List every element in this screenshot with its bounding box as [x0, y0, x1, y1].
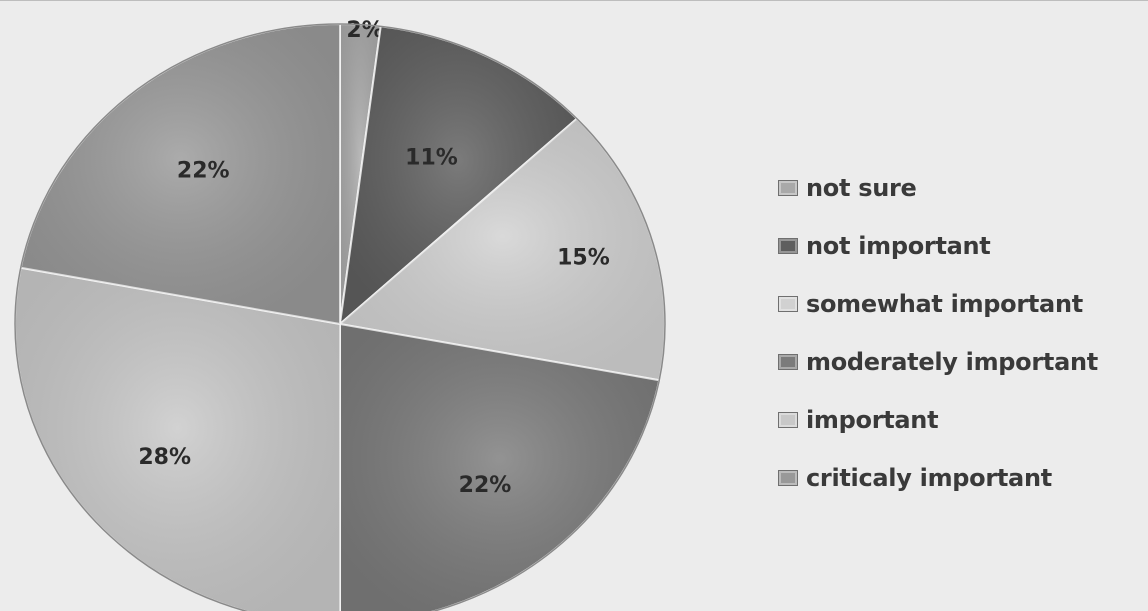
legend-label: somewhat important	[806, 290, 1083, 318]
slice-label-moderately-important: 22%	[459, 473, 512, 498]
slice-label-not-sure: 2%	[346, 18, 383, 43]
legend: not sure not important somewhat important m…	[778, 159, 1143, 507]
slice-label-important: 28%	[138, 445, 191, 470]
legend-item-not-sure: not sure	[778, 159, 1143, 217]
pie-slice-shading	[340, 324, 660, 611]
legend-label: not important	[806, 232, 991, 260]
legend-item-criticaly-important: criticaly important	[778, 449, 1143, 507]
pie-slice-shading	[340, 26, 577, 324]
legend-swatch	[778, 180, 798, 196]
legend-swatch	[778, 412, 798, 428]
legend-swatch	[778, 238, 798, 254]
legend-item-not-important: not important	[778, 217, 1143, 275]
slice-label-not-important: 11%	[405, 145, 458, 170]
legend-swatch	[778, 354, 798, 370]
pie-slice-shading	[340, 118, 665, 381]
slice-label-somewhat-important: 15%	[557, 246, 610, 271]
slice-label-criticaly-important: 22%	[177, 158, 230, 183]
legend-label: moderately important	[806, 348, 1098, 376]
legend-item-important: important	[778, 391, 1143, 449]
legend-label: criticaly important	[806, 464, 1052, 492]
legend-label: not sure	[806, 174, 917, 202]
pie-slice-shading	[15, 267, 340, 611]
legend-swatch	[778, 470, 798, 486]
legend-item-moderately-important: moderately important	[778, 333, 1143, 391]
pie-slice-shading	[20, 24, 340, 324]
legend-swatch	[778, 296, 798, 312]
legend-label: important	[806, 406, 939, 434]
pie-outline	[14, 23, 666, 611]
legend-item-somewhat-important: somewhat important	[778, 275, 1143, 333]
